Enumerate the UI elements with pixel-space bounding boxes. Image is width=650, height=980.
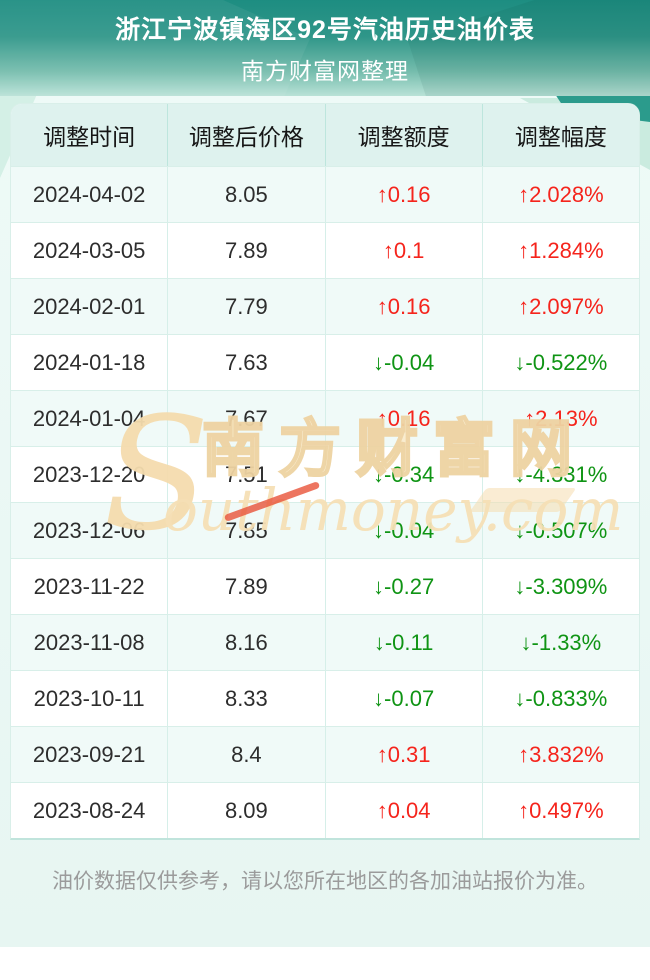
column-header-change-rate: 调整幅度: [481, 104, 639, 166]
cell-price: 7.51: [167, 447, 324, 502]
cell-date: 2023-12-20: [32, 461, 146, 487]
cell-change-amount: ↑0.04: [324, 783, 482, 838]
cell-change-rate: ↑2.028%: [481, 167, 639, 222]
price-history-table: 调整时间 调整后价格 调整额度 调整幅度 2024-04-02 8.05 ↑0.…: [10, 103, 640, 840]
table-row: 2023-12-20 7.51 ↓-0.34 ↓-4.331%: [11, 446, 639, 502]
cell-price: 7.89: [167, 223, 324, 278]
bottom-spacer: [0, 947, 650, 980]
cell-date: 2024-01-04: [32, 405, 146, 431]
cell-price: 7.63: [167, 335, 324, 390]
table-row: 2023-09-21 8.4 ↑0.31 ↑3.832%: [11, 726, 639, 782]
cell-date: 2023-11-22: [33, 573, 145, 599]
cell-change-rate: ↓-4.331%: [481, 447, 639, 502]
cell-change-amount: ↑0.16: [324, 167, 482, 222]
cell-date: 2024-01-18: [32, 349, 146, 375]
cell-price: 8.09: [167, 783, 324, 838]
cell-price: 7.85: [167, 503, 324, 558]
cell-change-rate: ↑0.497%: [481, 783, 639, 838]
disclaimer-note: 油价数据仅供参考，请以您所在地区的各加油站报价为准。: [52, 870, 598, 893]
column-header-date: 调整时间: [43, 124, 136, 150]
cell-price: 8.05: [167, 167, 324, 222]
page-title: 浙江宁波镇海区92号汽油历史油价表: [115, 16, 535, 44]
table-row: 2024-01-18 7.63 ↓-0.04 ↓-0.522%: [11, 334, 639, 390]
page-subtitle: 南方财富网整理: [241, 58, 409, 84]
column-header-change-amount: 调整额度: [324, 104, 482, 166]
cell-change-rate: ↑3.832%: [481, 727, 639, 782]
cell-change-amount: ↓-0.07: [324, 671, 482, 726]
cell-price: 8.4: [167, 727, 324, 782]
cell-date: 2023-08-24: [32, 797, 146, 823]
cell-date: 2023-10-11: [33, 685, 145, 711]
cell-change-amount: ↓-0.04: [324, 503, 482, 558]
table-row: 2024-01-04 7.67 ↑0.16 ↑2.13%: [11, 390, 639, 446]
cell-change-rate: ↓-0.522%: [481, 335, 639, 390]
cell-price: 7.89: [167, 559, 324, 614]
cell-change-amount: ↑0.16: [324, 279, 482, 334]
cell-change-amount: ↑0.1: [324, 223, 482, 278]
table-row: 2023-11-08 8.16 ↓-0.11 ↓-1.33%: [11, 614, 639, 670]
table-row: 2023-10-11 8.33 ↓-0.07 ↓-0.833%: [11, 670, 639, 726]
column-header-price: 调整后价格: [167, 104, 324, 166]
cell-date: 2024-02-01: [32, 293, 146, 319]
cell-change-rate: ↑1.284%: [481, 223, 639, 278]
cell-change-rate: ↑2.13%: [481, 391, 639, 446]
cell-price: 7.79: [167, 279, 324, 334]
table-row: 2024-02-01 7.79 ↑0.16 ↑2.097%: [11, 278, 639, 334]
cell-date: 2023-11-08: [33, 629, 145, 655]
cell-change-rate: ↓-0.507%: [481, 503, 639, 558]
cell-date: 2024-03-05: [32, 237, 146, 263]
table-row: 2023-12-06 7.85 ↓-0.04 ↓-0.507%: [11, 502, 639, 558]
cell-change-amount: ↓-0.27: [324, 559, 482, 614]
cell-change-amount: ↓-0.04: [324, 335, 482, 390]
table-row: 2023-11-22 7.89 ↓-0.27 ↓-3.309%: [11, 558, 639, 614]
cell-change-rate: ↓-3.309%: [481, 559, 639, 614]
cell-date: 2023-09-21: [32, 741, 146, 767]
content-area: 调整时间 调整后价格 调整额度 调整幅度 2024-04-02 8.05 ↑0.…: [0, 94, 650, 947]
table-row: 2024-04-02 8.05 ↑0.16 ↑2.028%: [11, 166, 639, 222]
cell-price: 8.16: [167, 615, 324, 670]
table-row: 2023-08-24 8.09 ↑0.04 ↑0.497%: [11, 782, 639, 838]
cell-change-rate: ↓-0.833%: [481, 671, 639, 726]
cell-price: 8.33: [167, 671, 324, 726]
cell-change-amount: ↓-0.34: [324, 447, 482, 502]
cell-change-amount: ↓-0.11: [324, 615, 482, 670]
page-header-banner: 浙江宁波镇海区92号汽油历史油价表 南方财富网整理: [0, 0, 650, 96]
cell-change-rate: ↓-1.33%: [481, 615, 639, 670]
cell-change-amount: ↑0.16: [324, 391, 482, 446]
cell-change-amount: ↑0.31: [324, 727, 482, 782]
cell-date: 2023-12-06: [32, 517, 146, 543]
table-row: 2024-03-05 7.89 ↑0.1 ↑1.284%: [11, 222, 639, 278]
table-header-row: 调整时间 调整后价格 调整额度 调整幅度: [11, 104, 639, 166]
cell-change-rate: ↑2.097%: [481, 279, 639, 334]
cell-price: 7.67: [167, 391, 324, 446]
cell-date: 2024-04-02: [32, 181, 146, 207]
